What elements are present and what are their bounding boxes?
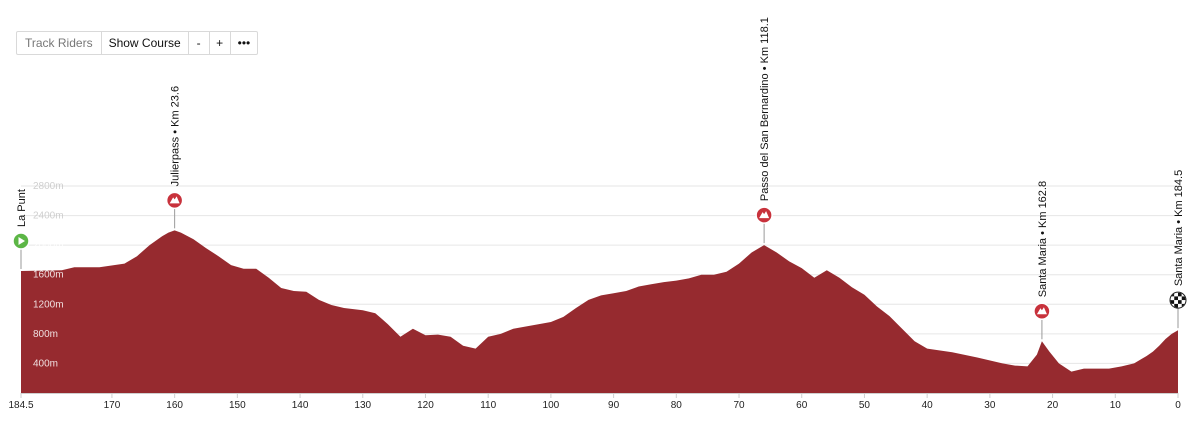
x-axis-ticks: 184.5 170 160 150 140 130 120 110 100 90 80 70 60 50 4… xyxy=(8,393,1181,411)
elevation-area xyxy=(21,230,1178,393)
marker-start[interactable]: La Punt xyxy=(12,189,30,270)
x-tick-label: 10 xyxy=(1110,400,1122,411)
marker-finish[interactable]: Santa Maria • Km 184.5 xyxy=(1169,170,1187,329)
marker-label: Passo del San Bernardino • Km 118.1 xyxy=(759,17,771,201)
x-tick-label: 130 xyxy=(354,400,371,411)
play-glyph xyxy=(18,237,25,246)
x-tick-label: 50 xyxy=(859,400,871,411)
marker-climb[interactable]: Santa Maria • Km 162.8 xyxy=(1033,181,1051,340)
x-tick-label: 184.5 xyxy=(8,400,33,411)
marker-label: Santa Maria • Km 162.8 xyxy=(1037,181,1049,297)
x-tick-label: 80 xyxy=(671,400,683,411)
y-tick-label: 1200m xyxy=(33,299,64,310)
y-tick-label: 400m xyxy=(33,358,58,369)
x-tick-label: 100 xyxy=(543,400,560,411)
mountain-glyph xyxy=(759,211,770,219)
finish-flag-icon xyxy=(1169,291,1187,309)
zoom-out-button[interactable]: - xyxy=(187,32,209,54)
marker-climb[interactable]: Julierpass • Km 23.6 xyxy=(165,86,184,229)
x-tick-label: 0 xyxy=(1175,400,1181,411)
x-tick-label: 140 xyxy=(292,400,309,411)
x-tick-label: 110 xyxy=(480,400,496,411)
marker-label: Julierpass • Km 23.6 xyxy=(170,86,182,186)
y-axis-labels: 400m 800m 1200m 1600m 2000m 2400m 2800m xyxy=(33,181,64,369)
marker-label: Santa Maria • Km 184.5 xyxy=(1173,170,1185,286)
x-tick-label: 120 xyxy=(417,400,434,411)
x-tick-label: 90 xyxy=(608,400,620,411)
x-tick-label: 40 xyxy=(922,400,934,411)
marker-climb[interactable]: Passo del San Bernardino • Km 118.1 xyxy=(755,17,773,244)
track-riders-button[interactable]: Track Riders xyxy=(25,36,93,50)
show-course-button[interactable]: Show Course xyxy=(100,32,188,54)
chart-toolbar: Track Riders Show Course - + ••• xyxy=(16,31,259,55)
route-markers: La Punt Julierpass • Km 23.6 Passo del San… xyxy=(12,17,1187,340)
mountain-glyph xyxy=(1036,307,1047,315)
y-tick-label: 2400m xyxy=(33,211,64,222)
x-tick-label: 30 xyxy=(984,400,996,411)
more-options-button[interactable]: ••• xyxy=(229,32,258,54)
x-tick-label: 150 xyxy=(229,400,246,411)
x-tick-label: 70 xyxy=(733,400,745,411)
y-tick-label: 800m xyxy=(33,329,58,340)
y-tick-label: 2800m xyxy=(33,181,64,192)
marker-label: La Punt xyxy=(16,189,28,227)
y-tick-label: 1600m xyxy=(33,270,64,281)
mountain-glyph xyxy=(169,196,180,204)
x-tick-label: 170 xyxy=(104,400,121,411)
x-tick-label: 20 xyxy=(1047,400,1059,411)
x-tick-label: 160 xyxy=(166,400,183,411)
y-tick-label: 2000m xyxy=(33,240,64,251)
x-tick-label: 60 xyxy=(796,400,808,411)
zoom-in-button[interactable]: + xyxy=(208,32,230,54)
